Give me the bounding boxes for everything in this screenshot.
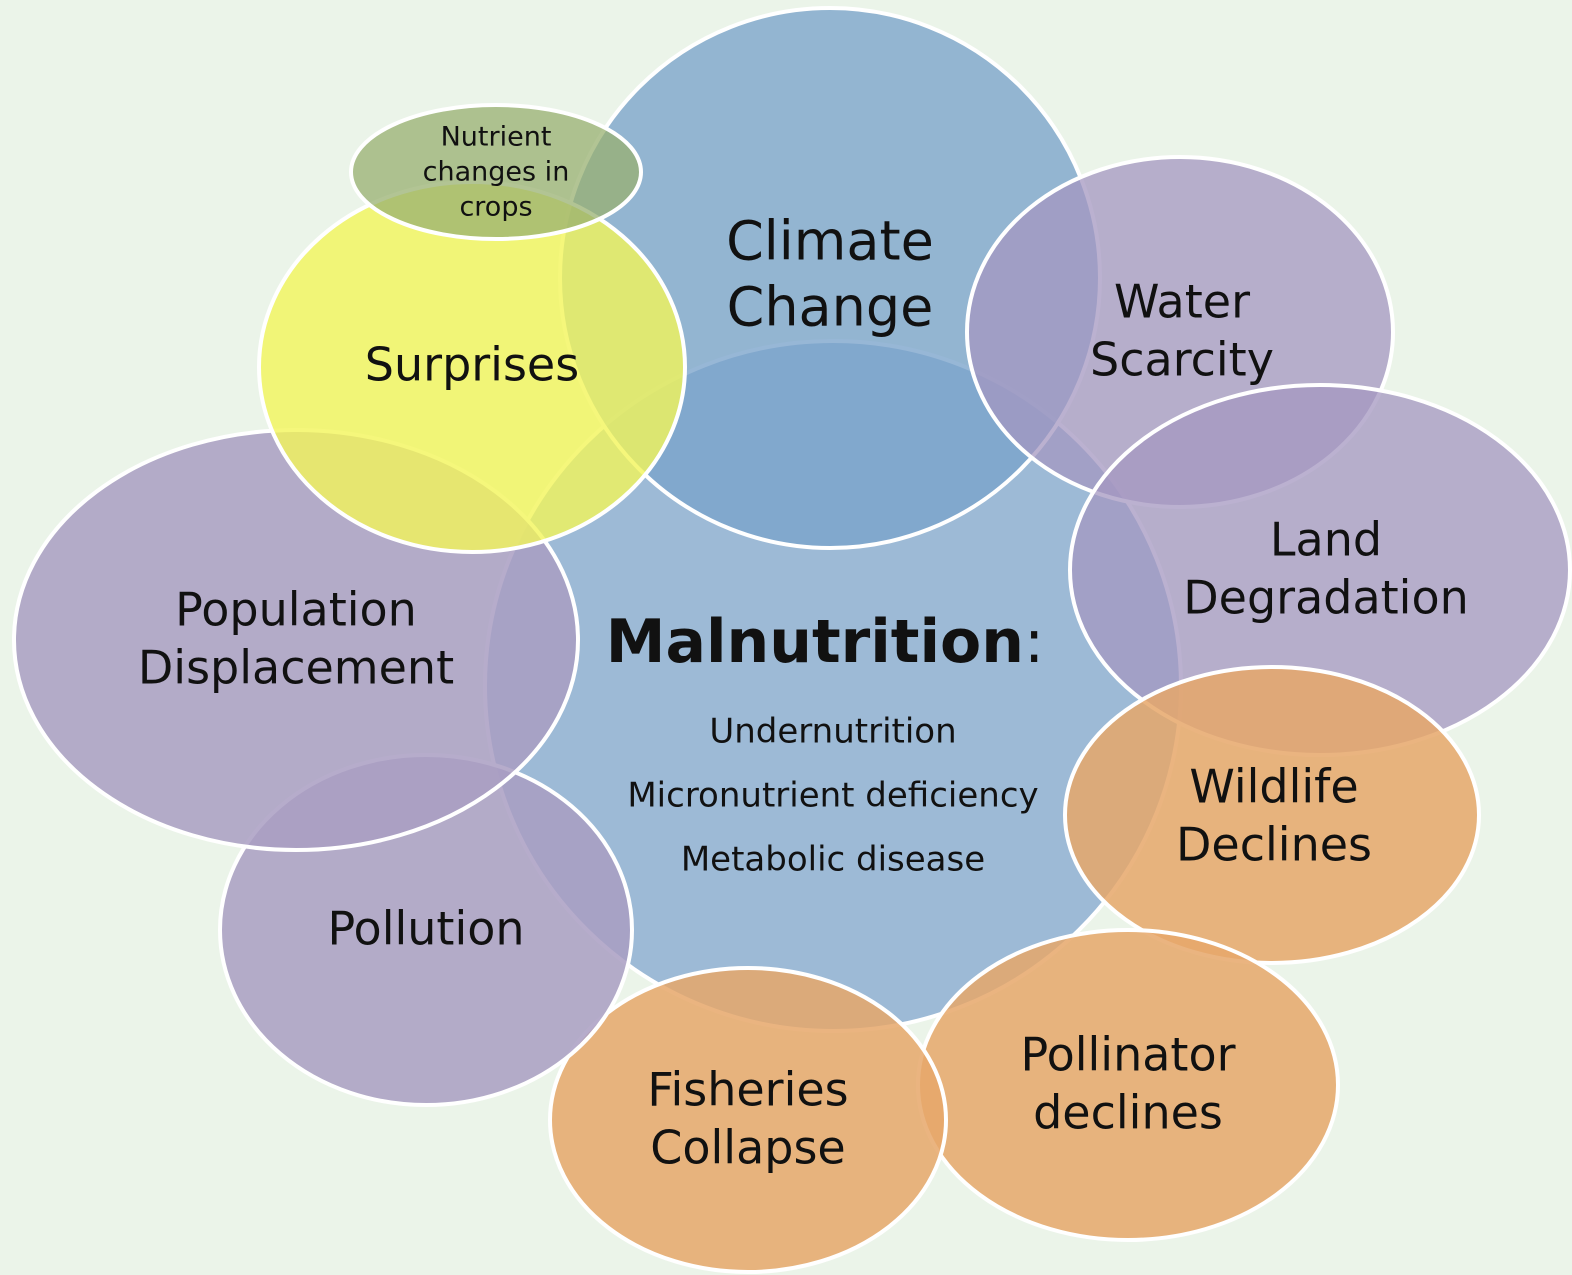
- node-label: Nutrient: [441, 122, 552, 153]
- node-label: declines: [1033, 1086, 1223, 1140]
- node-label: changes in: [423, 157, 570, 188]
- center-title: Malnutrition:: [606, 607, 1044, 677]
- node-label: Change: [727, 276, 934, 339]
- node-label: Declines: [1176, 818, 1372, 872]
- node-label: Scarcity: [1090, 333, 1274, 387]
- node-label: Land: [1270, 513, 1382, 567]
- node-label: Pollinator: [1020, 1028, 1235, 1082]
- node-label: Degradation: [1183, 571, 1469, 625]
- center-item: Micronutrient deficiency: [627, 776, 1038, 816]
- center-item: Undernutrition: [709, 712, 956, 752]
- node-label: Collapse: [650, 1121, 845, 1175]
- center-items: Undernutrition Micronutrient deficiency Me…: [627, 712, 1038, 880]
- node-label: Pollution: [327, 902, 524, 956]
- node-ellipse: [548, 966, 948, 1274]
- node-label: crops: [459, 192, 532, 223]
- node: Nutrient changes in crops: [349, 103, 643, 241]
- node-label: Fisheries: [647, 1063, 848, 1117]
- node-label: Surprises: [365, 338, 579, 392]
- node-label: Water: [1114, 275, 1250, 329]
- node: Surprises: [257, 180, 687, 554]
- center-title-text: Malnutrition: [606, 607, 1024, 677]
- node-label: Wildlife: [1189, 760, 1358, 814]
- center-colon: :: [1024, 607, 1044, 677]
- node-label: Climate: [726, 210, 934, 273]
- node-ellipse: [349, 103, 643, 241]
- node-label: Population: [175, 583, 417, 637]
- node-ellipse: [1063, 665, 1481, 965]
- center-item: Metabolic disease: [681, 840, 985, 880]
- node-label: Displacement: [138, 641, 454, 695]
